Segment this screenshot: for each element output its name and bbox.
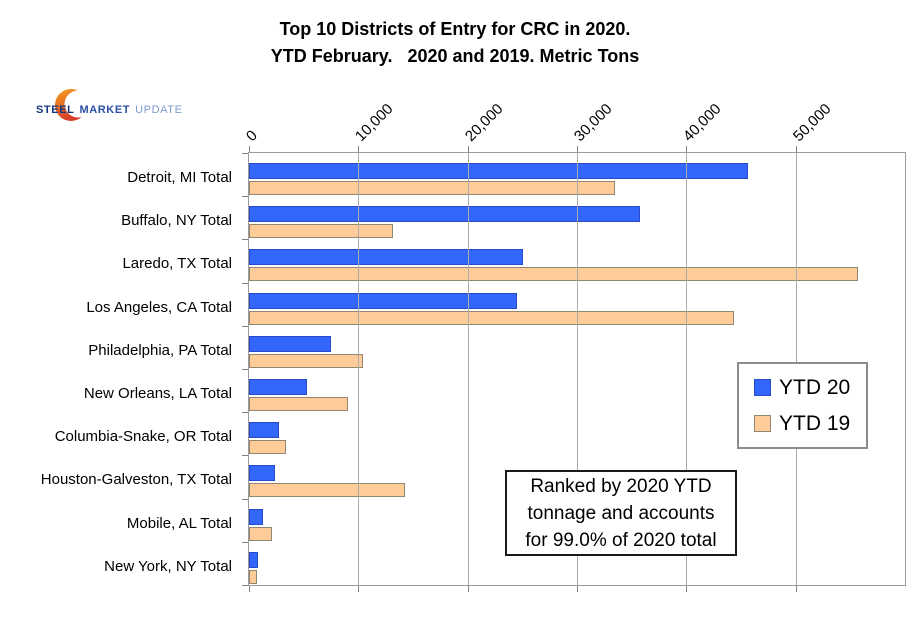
smu-logo: STEEL MARKET UPDATE — [25, 86, 195, 138]
logo-word-update: UPDATE — [135, 104, 183, 116]
value-tick-label: 50,000 — [789, 100, 835, 145]
bar-ytd-19 — [249, 483, 406, 498]
value-tick-label: 30,000 — [570, 100, 616, 145]
logo-word-steel: STEEL — [36, 104, 75, 116]
category-label: Columbia-Snake, OR Total — [54, 428, 232, 446]
logo-word-market: MARKET — [79, 104, 131, 116]
category-tick — [242, 585, 248, 586]
axis-tick-bottom — [577, 586, 578, 592]
legend: YTD 20 YTD 19 — [737, 362, 868, 449]
axis-tick-top — [467, 146, 469, 152]
gridline — [358, 153, 360, 585]
legend-item: YTD 19 — [754, 413, 866, 434]
bar-ytd-19 — [249, 181, 616, 195]
value-axis-labels: 0 10,000 20,000 30,000 40,000 50,000 — [243, 78, 905, 146]
category-tick — [242, 455, 248, 457]
bar-row — [249, 499, 905, 542]
legend-label: YTD 19 — [779, 412, 851, 435]
category-tick — [242, 196, 248, 198]
bar-row — [249, 542, 905, 585]
legend-swatch — [754, 415, 771, 432]
value-tick-label: 20,000 — [461, 100, 507, 145]
category-label: New York, NY Total — [104, 557, 232, 575]
chart-title: Top 10 Districts of Entry for CRC in 202… — [0, 16, 910, 70]
bar-ytd-19 — [249, 224, 394, 239]
bar-row — [249, 455, 905, 498]
axis-tick-top — [249, 146, 250, 152]
bar-ytd-19 — [249, 267, 858, 282]
category-tick — [242, 541, 248, 543]
category-label: Laredo, TX Total — [122, 255, 232, 273]
bar-ytd-19 — [249, 353, 363, 368]
axis-tick-bottom — [795, 586, 797, 592]
legend-item: YTD 20 — [754, 377, 866, 398]
category-label: New Orleans, LA Total — [83, 385, 232, 403]
bar-ytd-20 — [249, 422, 279, 439]
category-label: Houston-Galveston, TX Total — [40, 471, 232, 489]
bar-ytd-19 — [249, 526, 272, 541]
bar-ytd-20 — [249, 551, 258, 568]
category-axis: Detroit, MI Total Buffalo, NY Total Laredo… — [0, 152, 240, 584]
axis-tick-top — [577, 146, 578, 152]
bar-ytd-20 — [249, 206, 641, 223]
bar-ytd-20 — [249, 335, 331, 352]
chart-title-line2: YTD February. 2020 and 2019. Metric Tons — [270, 46, 640, 66]
bar-ytd-19 — [249, 396, 349, 411]
category-tick — [242, 153, 248, 154]
bar-row — [249, 153, 905, 196]
bar-ytd-19 — [249, 440, 287, 455]
category-label: Buffalo, NY Total — [121, 212, 232, 230]
gridline — [467, 153, 469, 585]
chart-title-line1: Top 10 Districts of Entry for CRC in 202… — [279, 19, 631, 39]
value-tick-label: 0 — [242, 127, 261, 145]
axis-tick-bottom — [358, 586, 360, 592]
axis-tick-bottom — [686, 586, 688, 592]
bar-row — [249, 196, 905, 239]
bar-ytd-20 — [249, 292, 517, 309]
axis-tick-top — [686, 146, 688, 152]
gridline — [577, 153, 578, 585]
category-label: Los Angeles, CA Total — [86, 298, 232, 316]
bars-layer — [249, 153, 905, 585]
logo-crescent-icon — [55, 89, 90, 121]
category-tick — [242, 412, 248, 414]
category-tick — [242, 282, 248, 284]
bar-ytd-19 — [249, 310, 735, 325]
gridline — [686, 153, 688, 585]
annotation-text: Ranked by 2020 YTD tonnage and accounts … — [525, 475, 717, 551]
category-label: Philadelphia, PA Total — [88, 341, 232, 359]
bar-ytd-19 — [249, 569, 257, 584]
category-tick — [242, 325, 248, 327]
bar-row — [249, 412, 905, 455]
axis-tick-top — [795, 146, 797, 152]
bar-row — [249, 283, 905, 326]
value-tick-label: 10,000 — [352, 100, 397, 145]
legend-swatch — [754, 379, 771, 396]
category-tick — [242, 239, 248, 241]
legend-label: YTD 20 — [779, 376, 851, 399]
bar-ytd-20 — [249, 249, 524, 266]
bar-row — [249, 239, 905, 282]
annotation-box: Ranked by 2020 YTD tonnage and accounts … — [505, 470, 737, 556]
axis-tick-top — [358, 146, 360, 152]
value-tick-label: 40,000 — [680, 100, 725, 145]
bar-ytd-20 — [249, 465, 276, 482]
logo-text: STEEL MARKET UPDATE — [36, 104, 183, 116]
category-label: Detroit, MI Total — [127, 169, 232, 187]
bar-ytd-20 — [249, 508, 264, 525]
bar-ytd-20 — [249, 163, 748, 179]
axis-tick-bottom — [467, 586, 469, 592]
bar-row — [249, 369, 905, 412]
category-label: Mobile, AL Total — [126, 514, 232, 532]
category-tick — [242, 369, 248, 370]
axis-tick-bottom — [249, 586, 250, 592]
bar-row — [249, 326, 905, 369]
bar-ytd-20 — [249, 378, 307, 395]
category-tick — [242, 498, 248, 500]
